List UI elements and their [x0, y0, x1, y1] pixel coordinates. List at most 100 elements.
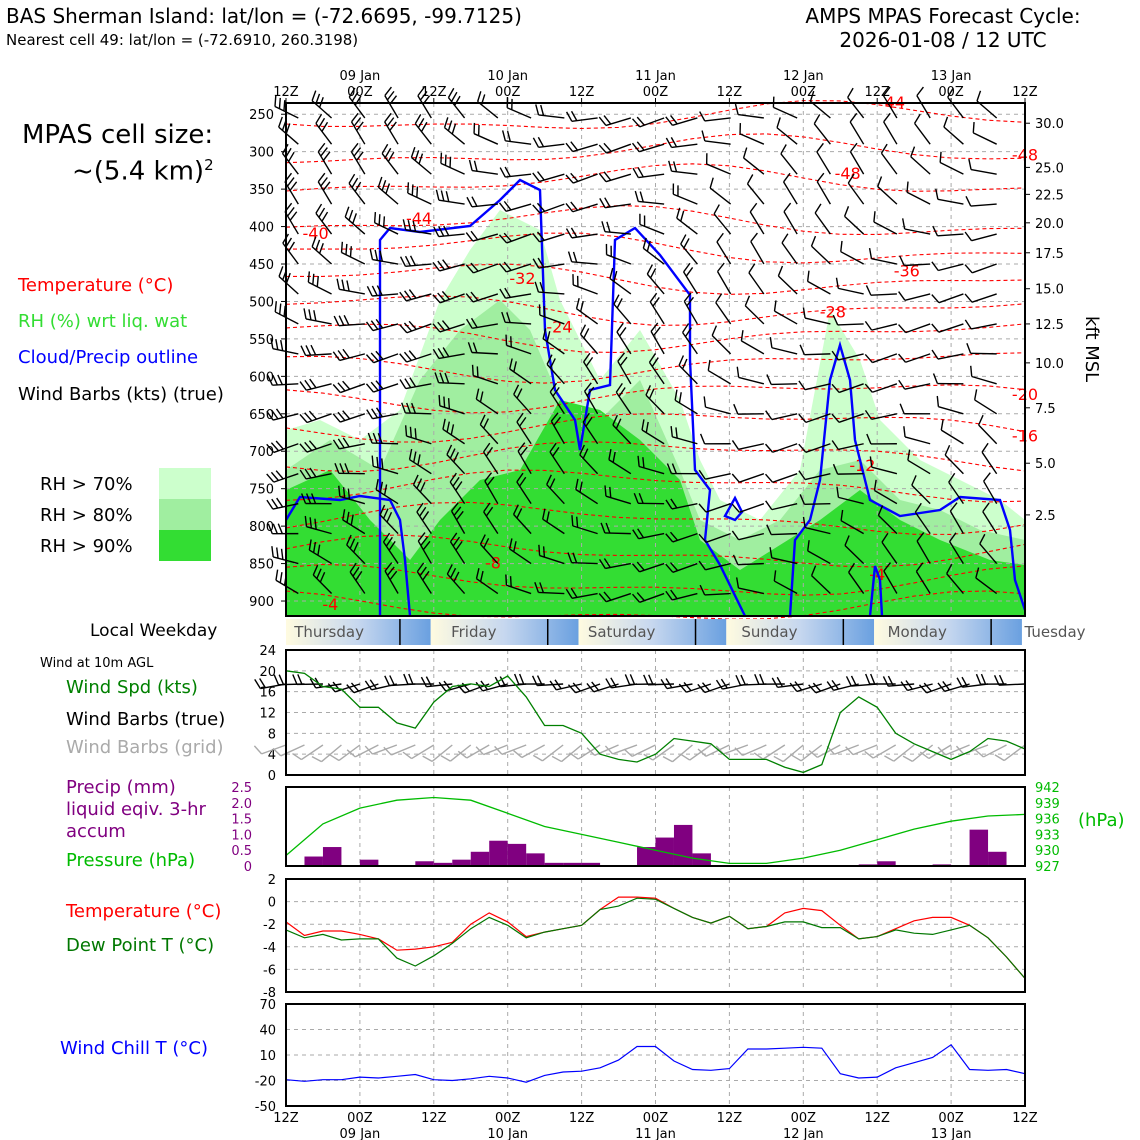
- wind-barb: [399, 289, 432, 302]
- legend-dewpoint: Dew Point T (°C): [66, 935, 215, 956]
- barb-flag: [346, 684, 355, 694]
- barb-flag: [348, 209, 354, 221]
- barb-shaft: [339, 288, 365, 295]
- surface-wind-barb: [403, 673, 434, 685]
- wind-barb: [440, 152, 465, 175]
- barb-flag: [278, 303, 282, 315]
- wind-barb: [346, 534, 366, 565]
- precip-bar: [877, 861, 896, 866]
- wind-barb: [634, 190, 665, 205]
- pressure-tick-label: 900: [249, 595, 274, 610]
- precip-bar: [470, 851, 490, 866]
- cell-size-label: MPAS cell size:: [22, 120, 214, 150]
- barb-shaft: [301, 744, 324, 761]
- wind-barb: [641, 419, 665, 445]
- barb-shaft: [741, 340, 765, 355]
- barb-flag: [386, 117, 395, 127]
- wind-barb: [715, 293, 732, 325]
- barb-shaft: [317, 181, 333, 205]
- barb-flag: [419, 566, 427, 577]
- barb-flag: [739, 123, 742, 134]
- wind-barb: [972, 122, 997, 145]
- wind-barb: [632, 167, 665, 179]
- barb-flag: [582, 448, 589, 459]
- barb-flag: [649, 292, 658, 303]
- barb-flag: [337, 438, 345, 449]
- barb-flag: [660, 679, 668, 689]
- wind-tick-label: 24: [259, 644, 276, 659]
- barb-flag: [402, 751, 413, 760]
- temperature-contour: [285, 205, 1026, 236]
- wind-barb: [348, 173, 366, 205]
- barb-shaft: [705, 532, 731, 543]
- barb-flag: [356, 151, 364, 161]
- wind-barb: [332, 410, 366, 423]
- barb-flag: [665, 533, 674, 543]
- barb-shaft: [947, 96, 964, 119]
- barb-flag: [816, 172, 825, 183]
- barb-flag: [411, 402, 417, 414]
- barb-flag: [475, 388, 480, 400]
- barb-flag: [321, 211, 329, 222]
- barb-flag: [598, 559, 606, 569]
- barb-flag: [370, 320, 379, 330]
- barb-flag: [736, 366, 740, 378]
- temperature-contour-label: -24: [546, 318, 572, 337]
- grid-wind-barb: [569, 744, 601, 760]
- barb-flag: [437, 292, 446, 302]
- wind-barb: [916, 532, 931, 564]
- barb-flag: [352, 213, 358, 224]
- barb-flag: [911, 475, 917, 486]
- barb-flag: [416, 478, 423, 489]
- barb-shaft: [447, 97, 466, 119]
- precip-bar: [359, 859, 379, 866]
- barb-flag: [697, 748, 707, 757]
- barb-flag: [603, 142, 612, 152]
- grid-wind-barb: [680, 744, 712, 761]
- weekday-label: Saturday: [588, 623, 656, 641]
- wind-barb: [802, 516, 831, 535]
- barb-flag: [672, 183, 675, 195]
- barb-flag: [455, 540, 463, 551]
- barb-flag: [309, 378, 317, 389]
- barb-shaft: [709, 187, 732, 205]
- barb-flag: [455, 481, 463, 491]
- wind-tick-label: 16: [259, 686, 276, 701]
- wind-barb: [749, 202, 765, 235]
- wind-barb: [384, 562, 399, 594]
- weekday-label: Friday: [451, 623, 497, 641]
- barb-shaft: [904, 293, 931, 301]
- wind-barb: [965, 196, 997, 207]
- barb-flag: [472, 342, 478, 353]
- barb-flag: [419, 481, 426, 493]
- barb-flag: [579, 300, 584, 312]
- barb-shaft: [907, 459, 931, 475]
- barb-flag: [798, 443, 807, 453]
- barb-shaft: [373, 383, 399, 393]
- barb-flag: [699, 584, 706, 596]
- barb-flag: [377, 176, 383, 188]
- wind-barb: [981, 442, 998, 475]
- barb-shaft: [466, 744, 490, 759]
- wind-barb: [446, 444, 466, 475]
- top-hour-label: 00Z: [495, 85, 521, 100]
- top-hour-label: 12Z: [569, 85, 595, 100]
- temperature-contour: [286, 232, 1026, 264]
- barb-flag: [494, 745, 503, 755]
- wind-barb: [483, 502, 499, 535]
- barb-flag: [551, 755, 562, 763]
- barb-flag: [604, 485, 607, 497]
- barb-flag: [366, 409, 374, 420]
- barb-flag: [283, 100, 286, 111]
- barb-flag: [308, 309, 312, 321]
- barb-flag: [968, 158, 972, 170]
- barb-flag: [299, 443, 308, 453]
- barb-flag: [449, 448, 456, 459]
- barb-flag: [974, 749, 984, 758]
- barb-flag: [292, 674, 298, 685]
- barb-shaft: [883, 570, 898, 594]
- wind-barb: [381, 143, 399, 175]
- wind-barb: [466, 196, 498, 208]
- barb-flag: [666, 463, 673, 474]
- barb-flag: [699, 111, 706, 122]
